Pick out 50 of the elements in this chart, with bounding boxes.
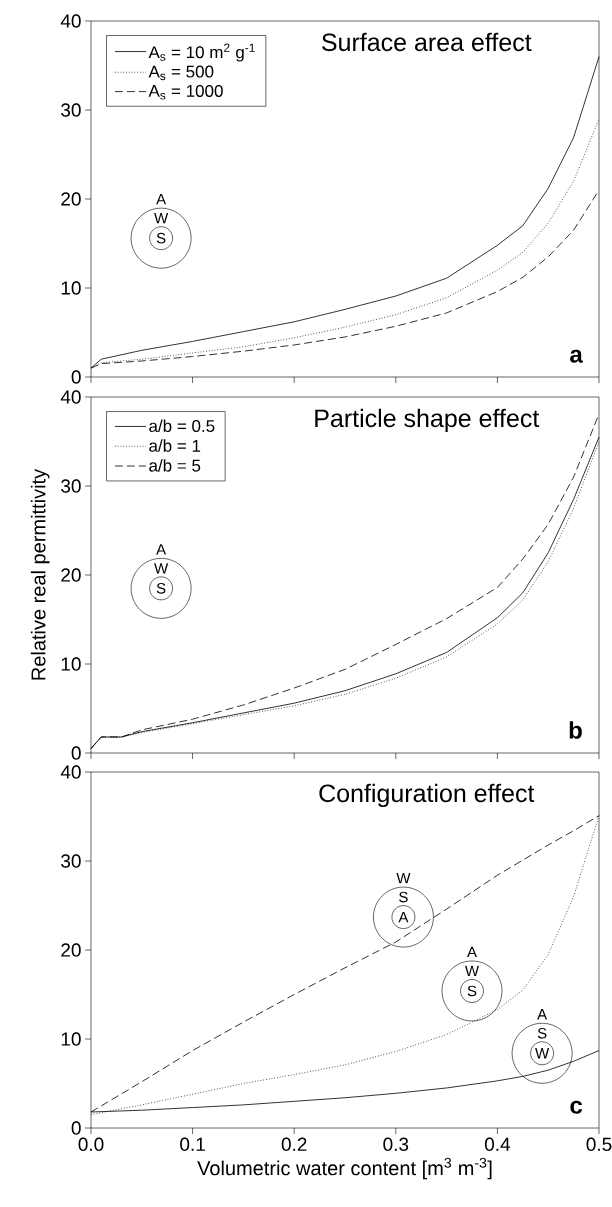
y-tick-label: 40 <box>60 390 81 404</box>
y-tick-label: 20 <box>61 568 81 582</box>
x-tick-label: 0.2 <box>281 1137 307 1151</box>
annotation: S <box>467 985 477 997</box>
legend-label: A$_{s}$ = 500 <box>148 65 214 81</box>
x-tick-label: 0.0 <box>78 1137 104 1151</box>
annotation: A <box>398 911 409 923</box>
annotation: W <box>396 872 411 884</box>
annotation: W <box>535 1048 550 1059</box>
legend-label: a/b = 1 <box>149 439 201 452</box>
y-tick-label: 40 <box>60 14 81 28</box>
y-tick-label: 20 <box>61 192 81 206</box>
y-tick-label: 40 <box>60 765 81 779</box>
annotation: A <box>467 946 477 958</box>
y-axis-title: Relative real permittivity <box>30 468 50 680</box>
annotation: S <box>156 583 166 594</box>
annotation: W <box>154 213 169 224</box>
annotation: S <box>537 1027 547 1039</box>
annotation: W <box>154 563 169 574</box>
y-tick-label: 30 <box>61 103 81 117</box>
annotation: a <box>570 349 583 363</box>
legend-label: A$_{s}$ = 1000 <box>148 84 223 100</box>
legend-label: A$_{s}$ = 10 m$^{2}$ g$^{-1}$ <box>148 43 255 62</box>
x-axis-title: Volumetric water content [m$^{3}$ m$^{-3}$] <box>197 1157 492 1180</box>
x-tick-label: 0.5 <box>586 1137 612 1151</box>
annotation: A <box>156 194 167 205</box>
y-tick-label: 10 <box>61 657 81 671</box>
y-tick-label: 30 <box>61 479 81 493</box>
y-tick-label: 0 <box>71 1121 81 1135</box>
x-tick-label: 0.1 <box>180 1137 205 1151</box>
annotation: c <box>570 1100 583 1114</box>
y-tick-label: 10 <box>61 1032 81 1046</box>
y-tick-label: 0 <box>71 746 81 760</box>
x-tick-label: 0.3 <box>383 1137 409 1151</box>
legend-label: a/b = 5 <box>149 459 201 472</box>
annotation: W <box>464 965 480 977</box>
annotation: b <box>569 721 582 739</box>
chart-title: Surface area effect <box>322 32 532 52</box>
legend-label: a/b = 0.5 <box>149 419 215 433</box>
chart-title: Particle shape effect <box>315 408 540 433</box>
y-tick-label: 0 <box>71 370 81 384</box>
chart-title: Configuration effect <box>319 783 535 808</box>
y-tick-label: 30 <box>61 854 81 868</box>
y-tick-label: 10 <box>61 281 81 295</box>
x-tick-label: 0.4 <box>484 1137 511 1151</box>
annotation: S <box>399 891 408 903</box>
y-tick-label: 20 <box>61 943 81 957</box>
annotation: S <box>156 232 166 244</box>
annotation: A <box>537 1009 548 1020</box>
annotation: A <box>156 544 167 555</box>
